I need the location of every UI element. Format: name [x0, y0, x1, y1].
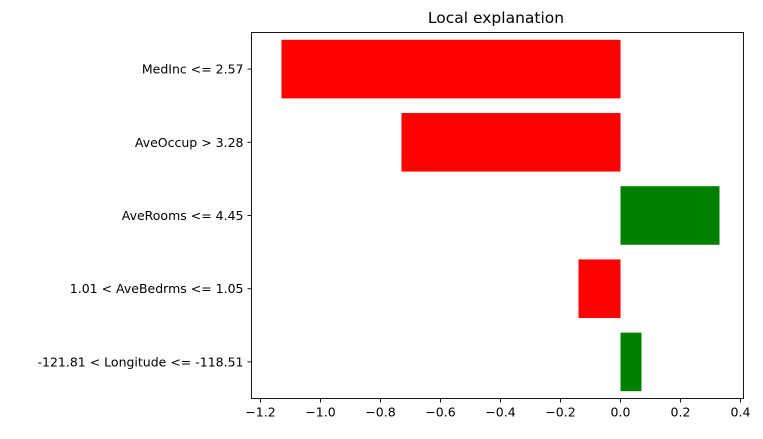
x-tick-label-6: 0.0 — [611, 405, 631, 420]
bar-3 — [578, 259, 621, 318]
x-tick-label-7: 0.2 — [671, 405, 691, 420]
x-tick-label-0: −1.2 — [245, 405, 275, 420]
x-tick-label-1: −1.0 — [305, 405, 335, 420]
x-tick-label-5: −0.2 — [545, 405, 575, 420]
y-tick-label-2: AveRooms <= 4.45 — [122, 208, 244, 223]
y-tick-label-1: AveOccup > 3.28 — [135, 135, 244, 150]
x-tick-label-4: −0.4 — [485, 405, 515, 420]
plot-frame — [251, 32, 744, 399]
y-tick-label-3: 1.01 < AveBedrms <= 1.05 — [70, 281, 244, 296]
bars-group — [281, 39, 720, 392]
chart-title: Local explanation — [428, 9, 564, 27]
x-axis-ticks: −1.2 −1.0 −0.8 −0.6 −0.4 −0.2 0.0 0.2 0.4 — [245, 398, 751, 420]
bar-1 — [401, 113, 621, 172]
y-tick-label-0: MedInc <= 2.57 — [142, 62, 244, 77]
y-tick-label-4: -121.81 < Longitude <= -118.51 — [38, 354, 244, 369]
y-axis-ticks: MedInc <= 2.57 AveOccup > 3.28 AveRooms <=… — [38, 62, 252, 369]
bar-4 — [620, 332, 642, 392]
x-tick-label-2: −0.8 — [365, 405, 395, 420]
bar-2 — [620, 186, 720, 245]
bar-0 — [281, 39, 621, 99]
x-tick-label-3: −0.6 — [425, 405, 455, 420]
x-tick-label-8: 0.4 — [731, 405, 751, 420]
